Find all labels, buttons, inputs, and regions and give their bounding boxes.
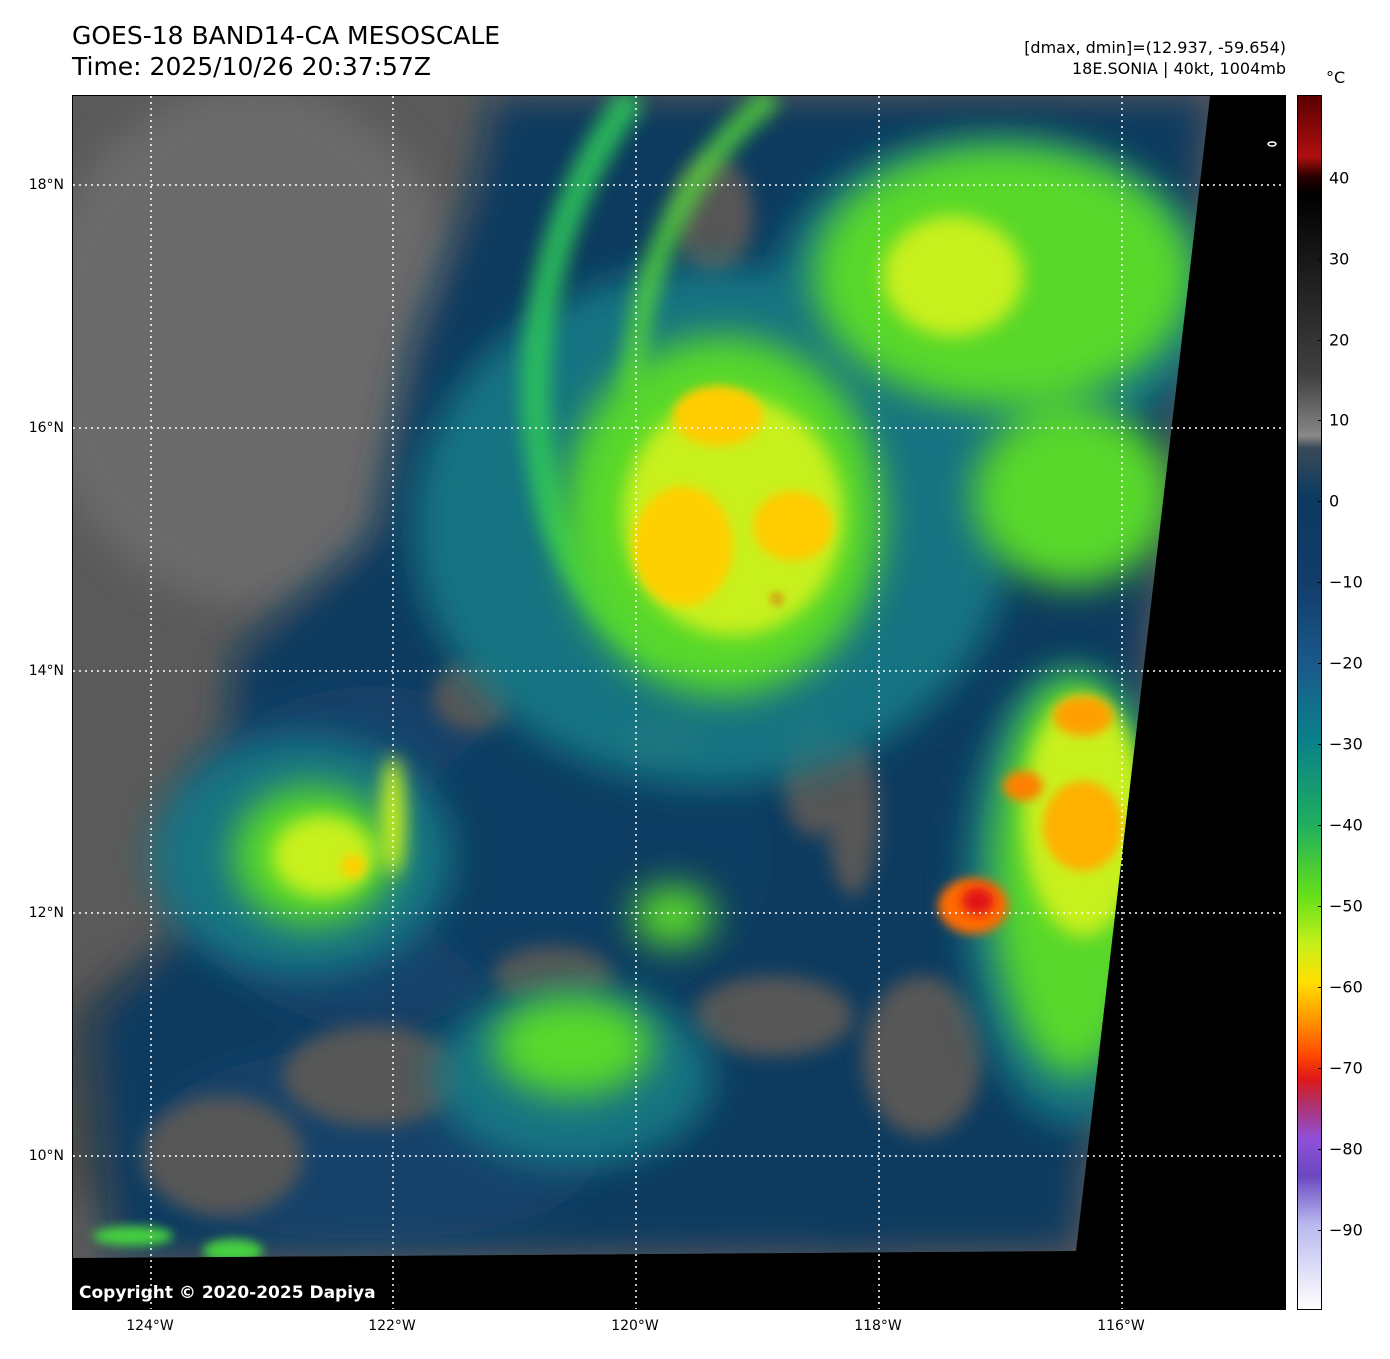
colorbar	[1297, 95, 1322, 1310]
colorbar-tickmark	[1318, 259, 1322, 260]
colorbar-tick: −60	[1329, 977, 1363, 997]
lat-label-14n: 14°N	[28, 663, 64, 679]
storm-text: 18E.SONIA | 40kt, 1004mb	[1071, 59, 1286, 78]
colorbar-tickmark	[1318, 340, 1322, 341]
island-outline	[1267, 141, 1277, 147]
lat-label-12n: 12°N	[28, 905, 64, 921]
title-product: GOES-18 BAND14-CA MESOSCALE	[72, 21, 501, 50]
graticule	[73, 96, 1285, 1309]
lon-label-124w: 124°W	[126, 1318, 174, 1334]
colorbar-tick: −70	[1329, 1058, 1363, 1078]
colorbar-tick: −30	[1329, 734, 1363, 754]
colorbar-tick: −10	[1329, 572, 1363, 592]
lon-label-118w: 118°W	[854, 1318, 902, 1334]
colorbar-tickmark	[1318, 420, 1322, 421]
satellite-imagery	[73, 96, 1285, 1309]
colorbar-tickmark	[1318, 1068, 1322, 1069]
copyright-text: Copyright © 2020-2025 Dapiya	[79, 1283, 376, 1303]
lat-label-10n: 10°N	[28, 1148, 64, 1164]
colorbar-tick: −50	[1329, 896, 1363, 916]
colorbar-tickmark	[1318, 501, 1322, 502]
range-text: [dmax, dmin]=(12.937, -59.654)	[1024, 38, 1286, 57]
colorbar-tick: −80	[1329, 1139, 1363, 1159]
chart-title: GOES-18 BAND14-CA MESOSCALE Time: 2025/1…	[72, 20, 500, 82]
colorbar-tickmark	[1318, 987, 1322, 988]
colorbar-tickmark	[1318, 1149, 1322, 1150]
lat-label-18n: 18°N	[28, 177, 64, 193]
title-time: Time: 2025/10/26 20:37:57Z	[72, 52, 431, 81]
colorbar-tick: 0	[1329, 491, 1340, 511]
lon-label-116w: 116°W	[1097, 1318, 1145, 1334]
lon-label-122w: 122°W	[368, 1318, 416, 1334]
colorbar-tickmark	[1318, 178, 1322, 179]
colorbar-tick: −20	[1329, 653, 1363, 673]
lon-label-120w: 120°W	[611, 1318, 659, 1334]
colorbar-tickmark	[1318, 582, 1322, 583]
colorbar-tickmark	[1318, 663, 1322, 664]
colorbar-tickmark	[1318, 744, 1322, 745]
satellite-image: Copyright © 2020-2025 Dapiya	[72, 95, 1286, 1310]
colorbar-tick: 10	[1329, 410, 1350, 430]
colorbar-tick: 30	[1329, 249, 1350, 269]
colorbar-tickmark	[1318, 1230, 1322, 1231]
colorbar-tick: −40	[1329, 815, 1363, 835]
colorbar-tickmark	[1318, 906, 1322, 907]
colorbar-tick: −90	[1329, 1220, 1363, 1240]
colorbar-tick: 40	[1329, 168, 1350, 188]
lat-label-16n: 16°N	[28, 420, 64, 436]
colorbar-tick: 20	[1329, 330, 1350, 350]
colorbar-unit: °C	[1326, 68, 1346, 87]
storm-info: [dmax, dmin]=(12.937, -59.654) 18E.SONIA…	[1024, 37, 1286, 79]
colorbar-tickmark	[1318, 825, 1322, 826]
